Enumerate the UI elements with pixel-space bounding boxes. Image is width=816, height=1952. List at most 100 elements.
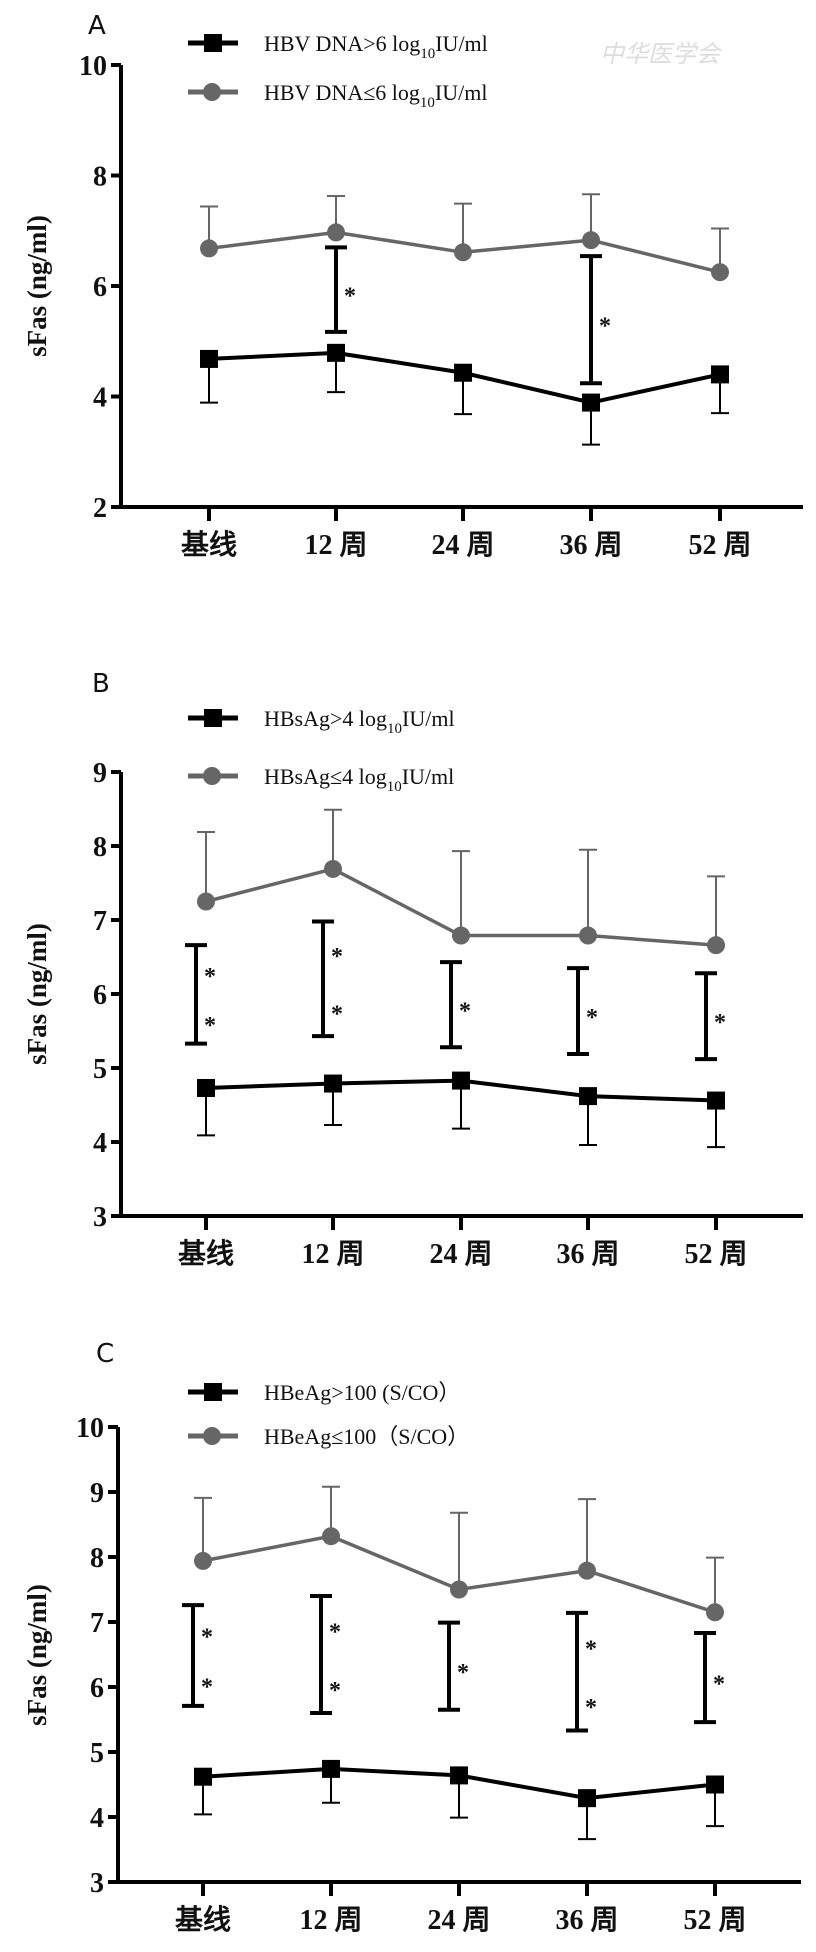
y-tick-label: 9 xyxy=(93,758,107,789)
legend-label: HBeAg>100 (S/CO） xyxy=(264,1380,460,1405)
y-tick-label: 7 xyxy=(90,1608,104,1639)
significance-star: * xyxy=(331,944,343,970)
x-tick-label: 24 周 xyxy=(427,1905,490,1936)
data-point-circle xyxy=(452,926,470,945)
significance-star: * xyxy=(713,1672,725,1698)
significance-star: * xyxy=(459,999,471,1025)
data-point-square xyxy=(582,393,600,412)
watermark: 中华医学会 xyxy=(600,40,723,68)
significance-star: * xyxy=(329,1678,341,1704)
data-point-circle xyxy=(711,263,729,282)
legend-label: HBeAg≤100（S/CO） xyxy=(264,1424,469,1449)
x-tick-label: 基线 xyxy=(181,529,237,561)
x-tick-label: 12 周 xyxy=(299,1905,362,1936)
data-point-square xyxy=(452,1071,470,1090)
panel-c: C 3 4 5 6 7 8 9 10 基线 12 周 24 周 36 周 52 周 sFas (ng/ml)… xyxy=(22,1339,801,1936)
data-point-square xyxy=(454,363,472,382)
data-point-circle xyxy=(578,1561,596,1580)
legend-label-subscript: 10 xyxy=(420,46,435,62)
legend-marker-circle xyxy=(203,1427,221,1445)
significance-star: * xyxy=(329,1619,341,1645)
y-tick-label: 10 xyxy=(76,1413,104,1444)
x-tick-label: 12 周 xyxy=(301,1239,364,1270)
y-axis-label: sFas (ng/ml) xyxy=(22,215,52,357)
x-tick-label: 36 周 xyxy=(556,1239,619,1270)
y-tick-label: 4 xyxy=(90,1803,104,1834)
panel-letter: A xyxy=(88,11,106,41)
significance-star: * xyxy=(599,314,611,340)
significance-star: * xyxy=(586,1005,598,1031)
data-point-square xyxy=(327,343,345,362)
legend-label-main: HBV DNA>6 log xyxy=(264,31,420,56)
x-tick-label: 12 周 xyxy=(304,530,367,561)
y-tick-label: 3 xyxy=(93,1202,107,1233)
x-tick-label: 36 周 xyxy=(555,1905,618,1936)
data-point-square xyxy=(322,1759,340,1778)
legend-label: HBsAg≤4 log10IU/ml xyxy=(264,764,454,795)
panel-letter: B xyxy=(92,669,110,699)
y-tick-label: 6 xyxy=(90,1673,104,1704)
y-tick-label: 8 xyxy=(93,162,107,193)
data-point-circle xyxy=(582,231,600,250)
data-point-circle xyxy=(450,1580,468,1599)
y-tick-label: 8 xyxy=(90,1543,104,1574)
y-tick-label: 6 xyxy=(93,980,107,1011)
data-point-square xyxy=(578,1789,596,1808)
data-point-circle xyxy=(454,243,472,262)
data-point-square xyxy=(711,365,729,384)
legend-label-subscript: 10 xyxy=(387,779,402,795)
x-tick-label: 24 周 xyxy=(431,530,494,561)
legend-marker-square xyxy=(204,709,222,727)
significance-star: * xyxy=(201,1624,213,1650)
x-tick-label: 基线 xyxy=(175,1904,231,1936)
panel-letter: C xyxy=(96,1339,114,1369)
legend-label-main: HBsAg≤4 log xyxy=(264,764,387,789)
x-tick-label: 52 周 xyxy=(688,530,751,561)
data-point-square xyxy=(579,1087,597,1106)
data-point-circle xyxy=(200,239,218,258)
y-tick-label: 9 xyxy=(90,1478,104,1509)
significance-star: * xyxy=(585,1695,597,1721)
y-tick-label: 8 xyxy=(93,832,107,863)
legend-label-unit: IU/ml xyxy=(402,706,455,731)
significance-star: * xyxy=(201,1675,213,1701)
significance-star: * xyxy=(204,964,216,990)
x-tick-label: 24 周 xyxy=(429,1239,492,1270)
data-point-square xyxy=(324,1074,342,1093)
data-point-circle xyxy=(579,926,597,945)
significance-star: * xyxy=(714,1010,726,1036)
data-point-circle xyxy=(324,859,342,878)
legend-label-main: HBsAg>4 log xyxy=(264,706,387,731)
y-axis-label: sFas (ng/ml) xyxy=(22,923,52,1065)
x-tick-label: 基线 xyxy=(178,1238,234,1270)
legend-label-unit: IU/ml xyxy=(435,31,488,56)
data-point-circle xyxy=(707,936,725,955)
data-point-circle xyxy=(327,223,345,242)
x-tick-label: 36 周 xyxy=(559,530,622,561)
significance-star: * xyxy=(344,284,356,310)
legend-label-main: HBV DNA≤6 log xyxy=(264,80,420,105)
legend-label-main: HBeAg>100 (S/CO） xyxy=(264,1380,460,1405)
data-point-square xyxy=(197,1078,215,1097)
significance-star: * xyxy=(331,1002,343,1028)
significance-star: * xyxy=(585,1636,597,1662)
data-point-circle xyxy=(197,892,215,911)
y-tick-label: 4 xyxy=(93,1128,107,1159)
y-tick-label: 5 xyxy=(90,1738,104,1769)
y-tick-label: 6 xyxy=(93,272,107,303)
panel-a: A 中华医学会 2 4 6 8 10 基线 12 周 24 周 36 周 52 周 sFas (ng/m… xyxy=(22,11,803,561)
legend-label-unit: IU/ml xyxy=(402,764,455,789)
data-point-square xyxy=(200,349,218,368)
data-point-circle xyxy=(706,1603,724,1622)
data-point-square xyxy=(450,1766,468,1785)
legend-marker-square xyxy=(204,34,222,52)
legend-label-subscript: 10 xyxy=(387,721,402,737)
y-tick-label: 4 xyxy=(93,383,107,414)
legend-label: HBsAg>4 log10IU/ml xyxy=(264,706,455,737)
legend-label: HBV DNA≤6 log10IU/ml xyxy=(264,80,487,111)
y-axis-label: sFas (ng/ml) xyxy=(22,1584,52,1726)
panel-b: B 3 4 5 6 7 8 9 基线 12 周 24 周 36 周 52 周 sFas (ng/ml) HB… xyxy=(22,669,803,1270)
legend-marker-circle xyxy=(203,767,221,785)
legend-marker-square xyxy=(204,1383,222,1401)
